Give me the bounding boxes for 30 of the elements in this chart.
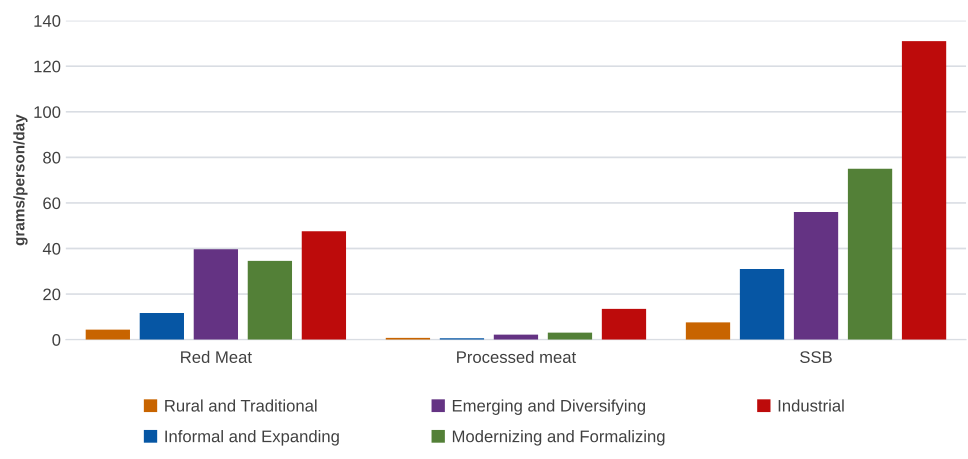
bar (686, 322, 730, 340)
x-tick-label: SSB (800, 351, 832, 364)
bar (86, 330, 130, 340)
x-tick-label: Processed meat (457, 350, 576, 364)
bar (194, 249, 238, 340)
y-tick-label: 40 (42, 242, 60, 255)
bar (548, 332, 592, 340)
bar (602, 308, 646, 340)
y-tick-label: 20 (43, 288, 60, 300)
legend-label: Informal and Expanding (165, 430, 339, 446)
legend-label: Industrial (778, 399, 844, 412)
bar (740, 269, 784, 340)
legend-label: Modernizing and Formalizing (452, 430, 664, 446)
legend-label: Rural and Traditional (165, 399, 317, 412)
y-tick-label: 0 (52, 334, 60, 346)
bar (248, 260, 292, 340)
bar (848, 168, 892, 340)
bar (494, 334, 538, 340)
y-tick-label: 60 (43, 197, 60, 210)
bar (140, 313, 184, 340)
bar (794, 212, 838, 340)
x-tick-label: Red Meat (181, 350, 252, 364)
y-tick-label: 80 (43, 152, 60, 164)
y-tick-label: 120 (34, 60, 60, 72)
bar (302, 231, 346, 340)
y-tick-label: 100 (34, 106, 60, 118)
legend-label: Emerging and Diversifying (452, 399, 645, 415)
bar (902, 41, 946, 340)
y-tick-label: 140 (34, 15, 60, 27)
y-axis-title: grams/person/day (13, 114, 28, 246)
